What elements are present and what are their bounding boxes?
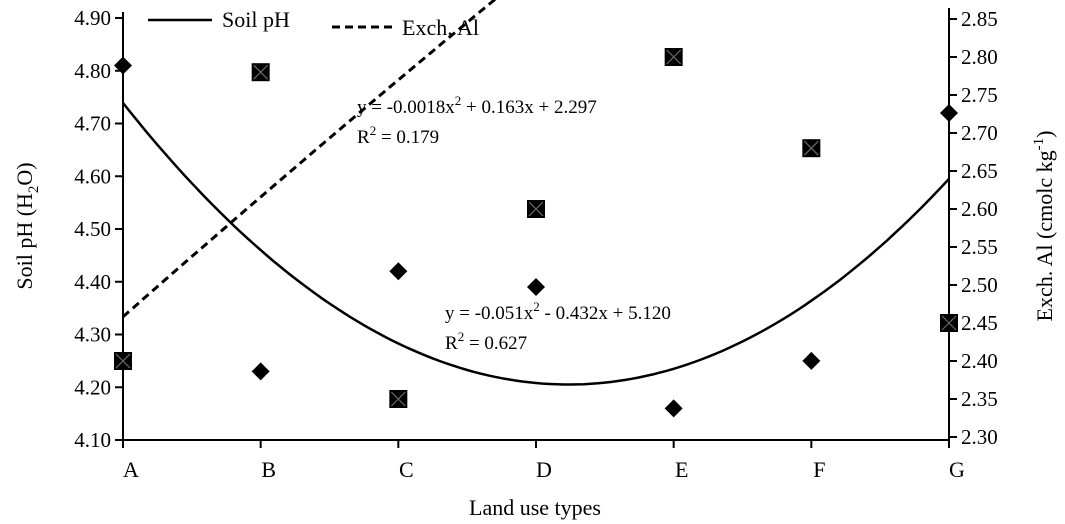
soil-ph-point-g [940, 103, 958, 122]
right-tick-label: 2.40 [961, 349, 998, 373]
left-tick-label: 4.80 [74, 59, 111, 83]
exch-al-r2-text: R2 = 0.179 [357, 123, 439, 148]
exch-al-point-b [251, 63, 270, 82]
x-tick-label-a: A [123, 457, 139, 482]
right-tick-label: 2.60 [961, 197, 998, 221]
trendlines-layer [122, 0, 950, 386]
left-tick-label: 4.10 [74, 428, 111, 452]
right-tick-label: 2.65 [961, 159, 998, 183]
legend-soil-ph-label: Soil pH [222, 7, 290, 32]
soil-ph-point-c [389, 262, 408, 281]
soil-ph-point-d [527, 278, 545, 297]
left-tick-label: 4.70 [74, 112, 111, 136]
markers-layer [114, 48, 958, 418]
right-tick-label: 2.50 [961, 273, 998, 297]
right-axis-title: Exch. Al (cmolc kg-1) [1031, 131, 1057, 322]
x-tick-label-g: G [949, 457, 965, 482]
exch-al-trendline [122, 0, 497, 318]
exch-al-equation-text: y = -0.0018x2 + 0.163x + 2.297 [357, 93, 597, 118]
exch-al-point-c [389, 390, 408, 408]
right-tick-label: 2.55 [961, 235, 998, 259]
x-axis-title: Land use types [469, 495, 601, 520]
x-tick-label-e: E [675, 457, 688, 482]
x-tick-label-b: B [261, 457, 276, 482]
soil-ph-trendline [122, 102, 950, 386]
left-tick-label: 4.50 [74, 217, 111, 241]
right-tick-label: 2.30 [961, 425, 998, 449]
left-tick-label: 4.30 [74, 323, 111, 347]
right-tick-label: 2.70 [961, 121, 998, 145]
axes-layer: 4.10 4.20 4.30 4.40 4.50 4.60 4.70 4.80 4.90 2.30… [74, 6, 998, 482]
right-tick-label: 2.75 [961, 83, 998, 107]
left-tick-label: 4.90 [74, 6, 111, 30]
exch-al-point-f [802, 139, 821, 158]
left-axis-title: Soil pH (H2O) [12, 162, 42, 289]
x-tick-label-c: C [399, 457, 414, 482]
left-tick-label: 4.60 [74, 164, 111, 188]
soil-ph-point-b [251, 362, 270, 381]
right-tick-label: 2.80 [961, 45, 998, 69]
legend-exch-al-label: Exch. Al [402, 15, 479, 40]
x-tick-label-d: D [536, 457, 552, 482]
exch-al-point-e [664, 48, 683, 66]
right-tick-label: 2.45 [961, 311, 998, 335]
x-tick-label-f: F [813, 457, 825, 482]
exch-al-point-d [527, 200, 545, 218]
soil-ph-r2-text: R2 = 0.627 [445, 329, 527, 354]
soil-ph-equation-text: y = -0.051x2 - 0.432x + 5.120 [445, 299, 671, 324]
soil-ph-point-e [664, 399, 683, 418]
right-tick-label: 2.35 [961, 387, 998, 411]
left-tick-label: 4.20 [74, 375, 111, 399]
exch-al-point-a [114, 352, 132, 370]
legend: Soil pH Exch. Al [148, 7, 479, 40]
right-tick-label: 2.85 [961, 7, 998, 31]
exch-al-point-g [940, 314, 958, 332]
exch-al-equation: y = -0.0018x2 + 0.163x + 2.297 R2 = 0.17… [357, 93, 597, 148]
soil-ph-point-f [802, 351, 821, 370]
soil-ph-point-a [114, 56, 132, 75]
soil-ph-equation: y = -0.051x2 - 0.432x + 5.120 R2 = 0.627 [445, 299, 671, 354]
left-tick-label: 4.40 [74, 270, 111, 294]
